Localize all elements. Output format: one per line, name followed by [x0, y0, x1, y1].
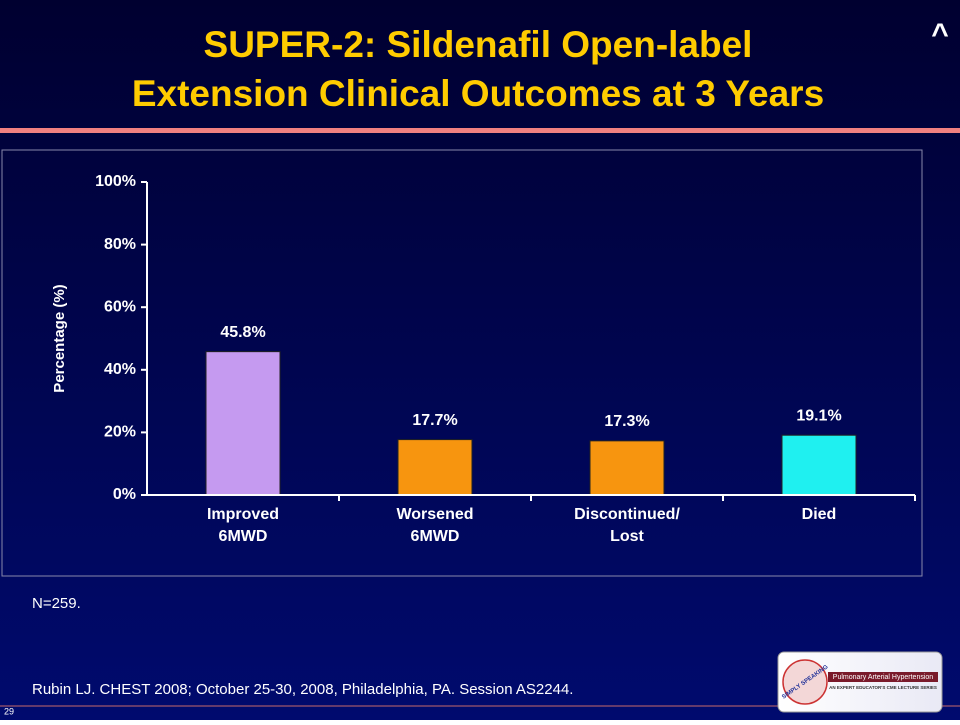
y-tick-label: 40%: [104, 361, 136, 378]
x-tick-label: Worsened: [396, 506, 473, 523]
x-tick-label: Improved: [207, 506, 279, 523]
bar: [205, 351, 281, 496]
logo-subtitle: Pulmonary Arterial Hypertension: [833, 674, 933, 681]
bar: [781, 434, 857, 496]
note: N=259.: [32, 595, 81, 612]
logo-emblem: [782, 659, 828, 705]
x-tick-label: 6MWD: [219, 528, 268, 545]
y-tick-label: 20%: [104, 424, 136, 441]
title-rule: [0, 128, 960, 133]
value-label: 45.8%: [220, 324, 265, 341]
y-tick-label: 80%: [104, 236, 136, 253]
title-line: Extension Clinical Outcomes at 3 Years: [132, 73, 824, 114]
value-label: 17.3%: [604, 413, 649, 430]
x-tick-label: Died: [802, 506, 837, 523]
y-tick-label: 100%: [95, 173, 136, 190]
bar: [397, 439, 473, 496]
x-tick-label: 6MWD: [411, 528, 460, 545]
value-label: 19.1%: [796, 407, 841, 424]
y-tick-label: 60%: [104, 298, 136, 315]
value-label: 17.7%: [412, 412, 457, 429]
logo-tagline: AN EXPERT EDUCATOR'S CME LECTURE SERIES: [829, 685, 937, 690]
title-line: SUPER-2: Sildenafil Open-label: [204, 24, 753, 65]
citation: Rubin LJ. CHEST 2008; October 25-30, 200…: [32, 681, 573, 698]
chart-frame: [1, 149, 923, 577]
page-number: 29: [4, 706, 14, 716]
x-tick-label: Lost: [610, 528, 644, 545]
bar: [589, 440, 665, 496]
x-tick-label: Discontinued/: [574, 506, 680, 523]
logo-banner: [828, 672, 938, 682]
chart: Percentage (%) 0% 20% 40% 60% 80% 100% Improved…: [51, 173, 916, 545]
y-tick-label: 0%: [113, 486, 136, 503]
y-axis-label: Percentage (%): [51, 284, 68, 392]
corner-mark: ^: [931, 18, 949, 51]
